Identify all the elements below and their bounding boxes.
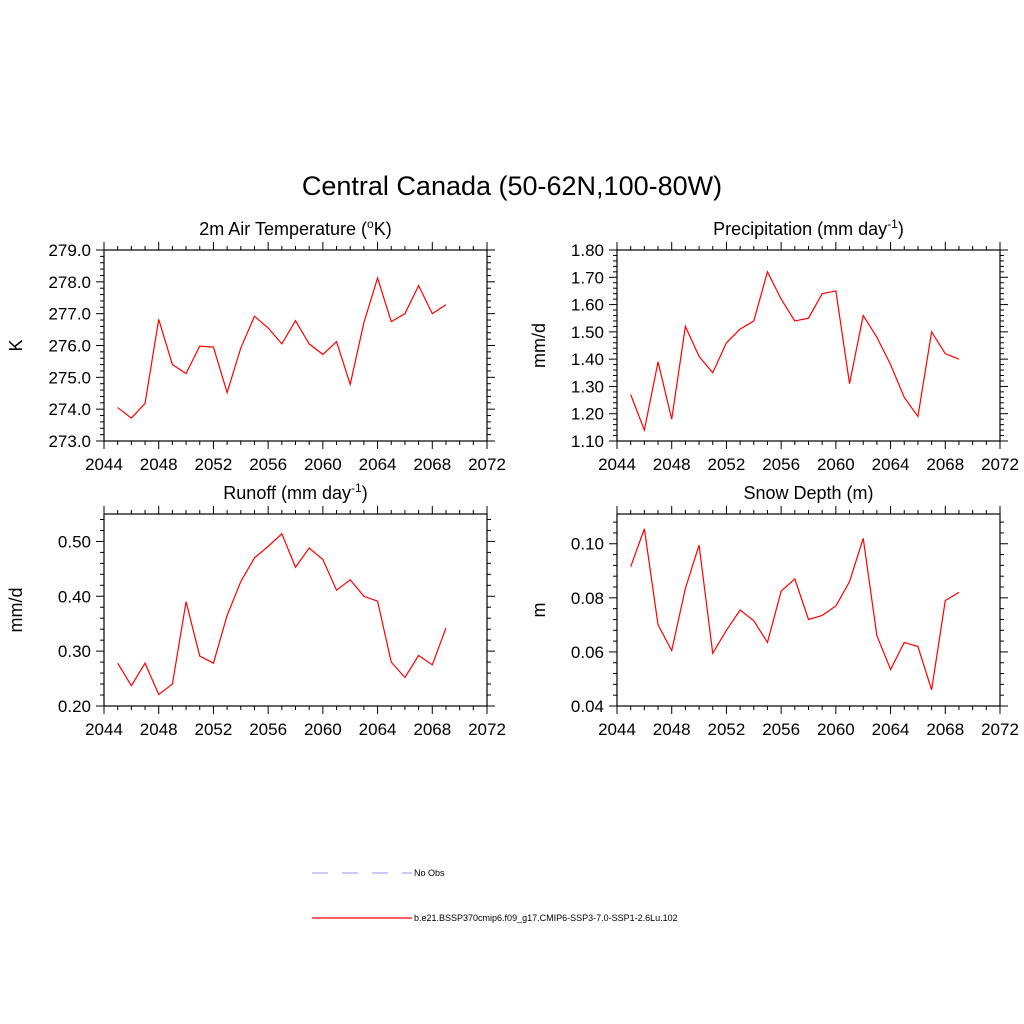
x-tick-label: 2072 <box>468 455 506 474</box>
figure-title: Central Canada (50-62N,100-80W) <box>302 171 722 201</box>
x-tick-label: 2060 <box>304 720 342 739</box>
y-tick-label: 275.0 <box>48 368 91 387</box>
y-axis-label: K <box>6 339 26 351</box>
y-tick-label: 0.08 <box>571 589 604 608</box>
series-line <box>630 528 960 690</box>
x-tick-label: 2056 <box>762 455 800 474</box>
series-line <box>630 270 960 433</box>
y-tick-label: 1.40 <box>571 350 604 369</box>
y-tick-label: 1.20 <box>571 405 604 424</box>
y-tick-label: 0.10 <box>571 535 604 554</box>
y-axis-label: m <box>529 603 549 618</box>
x-tick-label: 2060 <box>817 455 855 474</box>
x-tick-label: 2052 <box>708 720 746 739</box>
x-tick-label: 2052 <box>195 455 233 474</box>
x-tick-label: 2052 <box>195 720 233 739</box>
x-tick-label: 2068 <box>926 455 964 474</box>
y-tick-label: 276.0 <box>48 337 91 356</box>
x-tick-label: 2056 <box>249 720 287 739</box>
y-tick-label: 0.06 <box>571 643 604 662</box>
x-tick-label: 2068 <box>413 455 451 474</box>
chart-panel-4: 2044 2048 2052 2056 2060 2064 2068 2072 0.04 0.06… <box>529 483 1019 739</box>
panel-title: Runoff (mm day-1) <box>223 481 367 503</box>
x-tick-label: 2056 <box>762 720 800 739</box>
y-tick-label: 1.10 <box>571 432 604 451</box>
y-tick-label: 273.0 <box>48 432 91 451</box>
panel-title: Snow Depth (m) <box>743 483 873 503</box>
y-axis-label: mm/d <box>6 588 26 633</box>
y-tick-label: 1.70 <box>571 268 604 287</box>
x-tick-label: 2060 <box>817 720 855 739</box>
y-tick-label: 0.20 <box>58 697 91 716</box>
y-tick-label: 277.0 <box>48 305 91 324</box>
series-line <box>117 275 447 419</box>
x-tick-label: 2044 <box>598 455 636 474</box>
y-tick-label: 0.30 <box>58 642 91 661</box>
x-tick-label: 2048 <box>653 720 691 739</box>
x-tick-label: 2072 <box>981 455 1019 474</box>
chart-panel-2: 2044 2048 2052 2056 2060 2064 2068 2072 1.10 1.20… <box>529 217 1019 474</box>
x-tick-label: 2048 <box>140 455 178 474</box>
chart-panel-1: 2044 2048 2052 2056 2060 2064 2068 2072 273.0 274… <box>6 217 506 474</box>
x-tick-label: 2056 <box>249 455 287 474</box>
y-tick-label: 279.0 <box>48 241 91 260</box>
series-line <box>117 532 447 696</box>
x-tick-label: 2064 <box>872 455 910 474</box>
panel-title: Precipitation (mm day-1) <box>713 217 904 239</box>
x-tick-label: 2072 <box>981 720 1019 739</box>
panels: 2044 2048 2052 2056 2060 2064 2068 2072 273.0 274… <box>6 217 1019 739</box>
y-tick-label: 1.60 <box>571 296 604 315</box>
y-tick-label: 0.50 <box>58 532 91 551</box>
x-tick-label: 2064 <box>872 720 910 739</box>
y-tick-label: 274.0 <box>48 400 91 419</box>
plot-frame <box>103 513 488 707</box>
x-tick-label: 2044 <box>85 720 123 739</box>
chart-panel-3: 2044 2048 2052 2056 2060 2064 2068 2072 0.20 0.30… <box>6 481 506 739</box>
x-tick-label: 2064 <box>359 720 397 739</box>
x-tick-label: 2064 <box>359 455 397 474</box>
y-tick-label: 0.04 <box>571 697 604 716</box>
y-axis-label: mm/d <box>529 323 549 368</box>
panel-title: 2m Air Temperature (oK) <box>199 217 391 239</box>
x-tick-label: 2068 <box>926 720 964 739</box>
x-tick-label: 2044 <box>598 720 636 739</box>
y-tick-label: 1.30 <box>571 377 604 396</box>
legend-label: No Obs <box>414 868 445 878</box>
x-tick-label: 2060 <box>304 455 342 474</box>
plot-frame <box>103 249 488 442</box>
x-tick-label: 2072 <box>468 720 506 739</box>
legend: No Obs b.e21.BSSP370cmip6.f09_g17.CMIP6-S… <box>312 868 678 923</box>
x-tick-label: 2052 <box>708 455 746 474</box>
plot-frame <box>616 513 1001 707</box>
x-tick-label: 2044 <box>85 455 123 474</box>
y-tick-label: 1.80 <box>571 241 604 260</box>
y-tick-label: 1.50 <box>571 323 604 342</box>
y-tick-label: 278.0 <box>48 273 91 292</box>
y-tick-label: 0.40 <box>58 587 91 606</box>
plot-frame <box>616 249 1001 442</box>
x-tick-label: 2048 <box>140 720 178 739</box>
legend-label: b.e21.BSSP370cmip6.f09_g17.CMIP6-SSP3-7.… <box>414 913 678 923</box>
x-tick-label: 2068 <box>413 720 451 739</box>
x-tick-label: 2048 <box>653 455 691 474</box>
